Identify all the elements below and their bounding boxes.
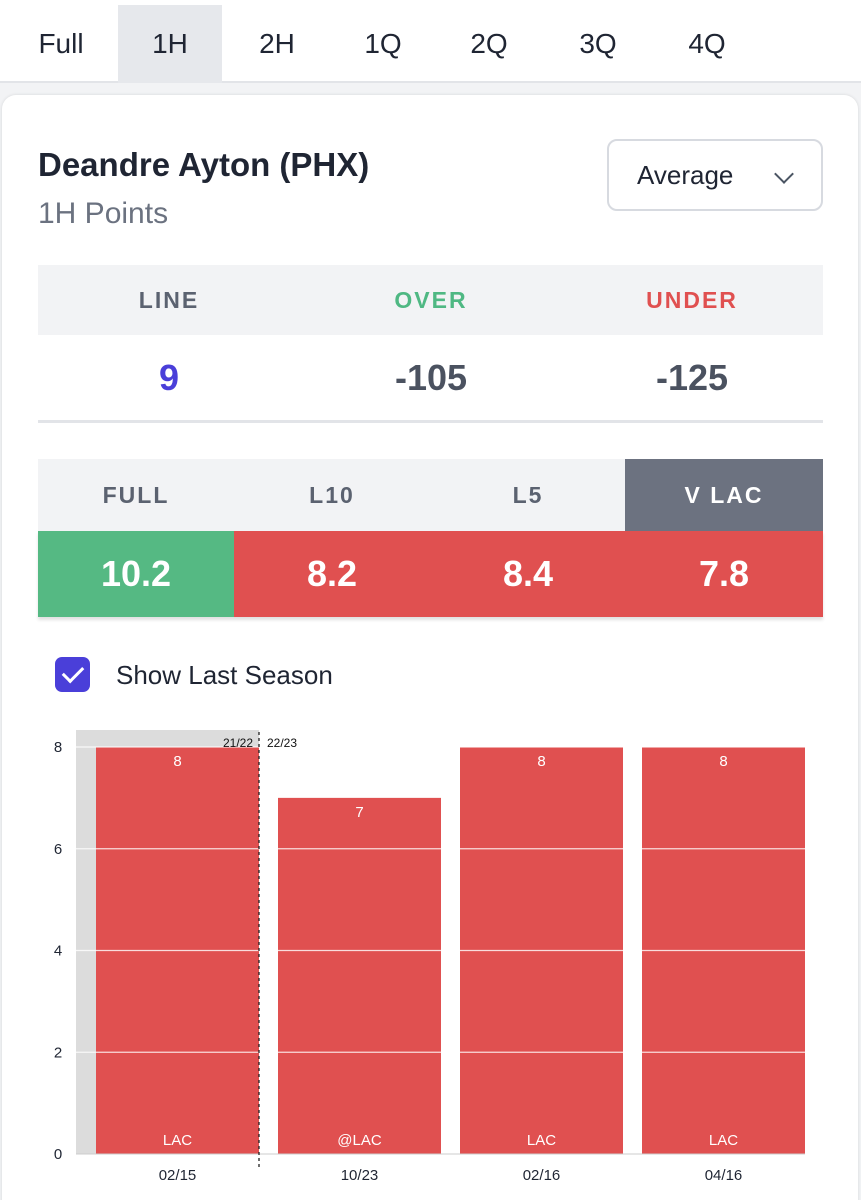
tab-1h[interactable]: 1H [118,5,222,83]
x-tick-label: 10/23 [341,1167,379,1184]
period-tabs: Full 1H 2H 1Q 2Q 3Q 4Q [0,0,861,83]
game-log-chart: 8 LAC 02/15 7 @LAC 10/23 8 LAC 02/16 8 LAC 04/16 0 2 4… [54,730,805,1184]
show-last-season-label: Show Last Season [116,660,333,690]
bar-opponent-label: @LAC [337,1132,382,1149]
averages-values: 10.2 8.2 8.4 7.8 [38,531,823,617]
bar-opponent-label: LAC [709,1132,738,1149]
tab-2h[interactable]: 2H [259,28,295,59]
season-label-prev: 21/22 [223,736,253,750]
x-tick-label: 02/15 [159,1167,197,1184]
season-label-current: 22/23 [267,736,297,750]
avg-value-vs-lac: 7.8 [698,553,750,594]
bar-data-label: 7 [355,804,363,821]
chart-bar [278,797,441,1154]
tab-3q[interactable]: 3Q [579,28,617,59]
bar-opponent-label: LAC [527,1132,556,1149]
chevron-down-icon [774,164,794,184]
tab-full[interactable]: Full [38,28,84,59]
under-odds[interactable]: -125 [655,356,729,398]
bar-opponent-label: LAC [163,1132,192,1149]
line-table-header: LINE OVER UNDER [38,265,823,335]
y-tick-label: 0 [54,1146,62,1163]
dropdown-value: Average [637,159,734,190]
avg-tab-vs-lac[interactable]: V LAC [625,459,823,531]
x-tick-label: 02/16 [523,1167,561,1184]
y-tick-label: 6 [54,841,62,858]
y-tick-label: 4 [54,943,62,960]
over-header: OVER [394,286,468,313]
avg-tab-l10[interactable]: L10 [309,481,355,508]
bar-data-label: 8 [719,753,727,770]
line-value: 9 [158,356,180,398]
y-tick-label: 8 [54,739,62,756]
tab-1q[interactable]: 1Q [364,28,402,59]
bar-data-label: 8 [173,753,181,770]
avg-value-full: 10.2 [38,531,234,617]
averages-header: FULL L10 L5 V LAC [38,459,823,531]
over-odds[interactable]: -105 [394,356,468,398]
avg-value-l5: 8.4 [502,553,554,594]
avg-tab-l5[interactable]: L5 [512,481,544,508]
under-header: UNDER [646,286,738,313]
bar-data-label: 8 [537,753,545,770]
y-tick-label: 2 [54,1044,62,1061]
player-title: Deandre Ayton (PHX) [38,146,370,183]
market-subtitle: 1H Points [38,197,169,230]
avg-value-l10: 8.2 [306,553,358,594]
line-table-values: 9 -105 -125 [38,335,823,423]
line-header: LINE [138,286,200,313]
tab-2q[interactable]: 2Q [470,28,508,59]
stat-mode-dropdown[interactable]: Average [607,139,823,211]
avg-tab-full[interactable]: FULL [102,481,170,508]
show-last-season-checkbox[interactable] [55,657,90,692]
x-tick-label: 04/16 [705,1167,743,1184]
tab-4q[interactable]: 4Q [688,28,726,59]
